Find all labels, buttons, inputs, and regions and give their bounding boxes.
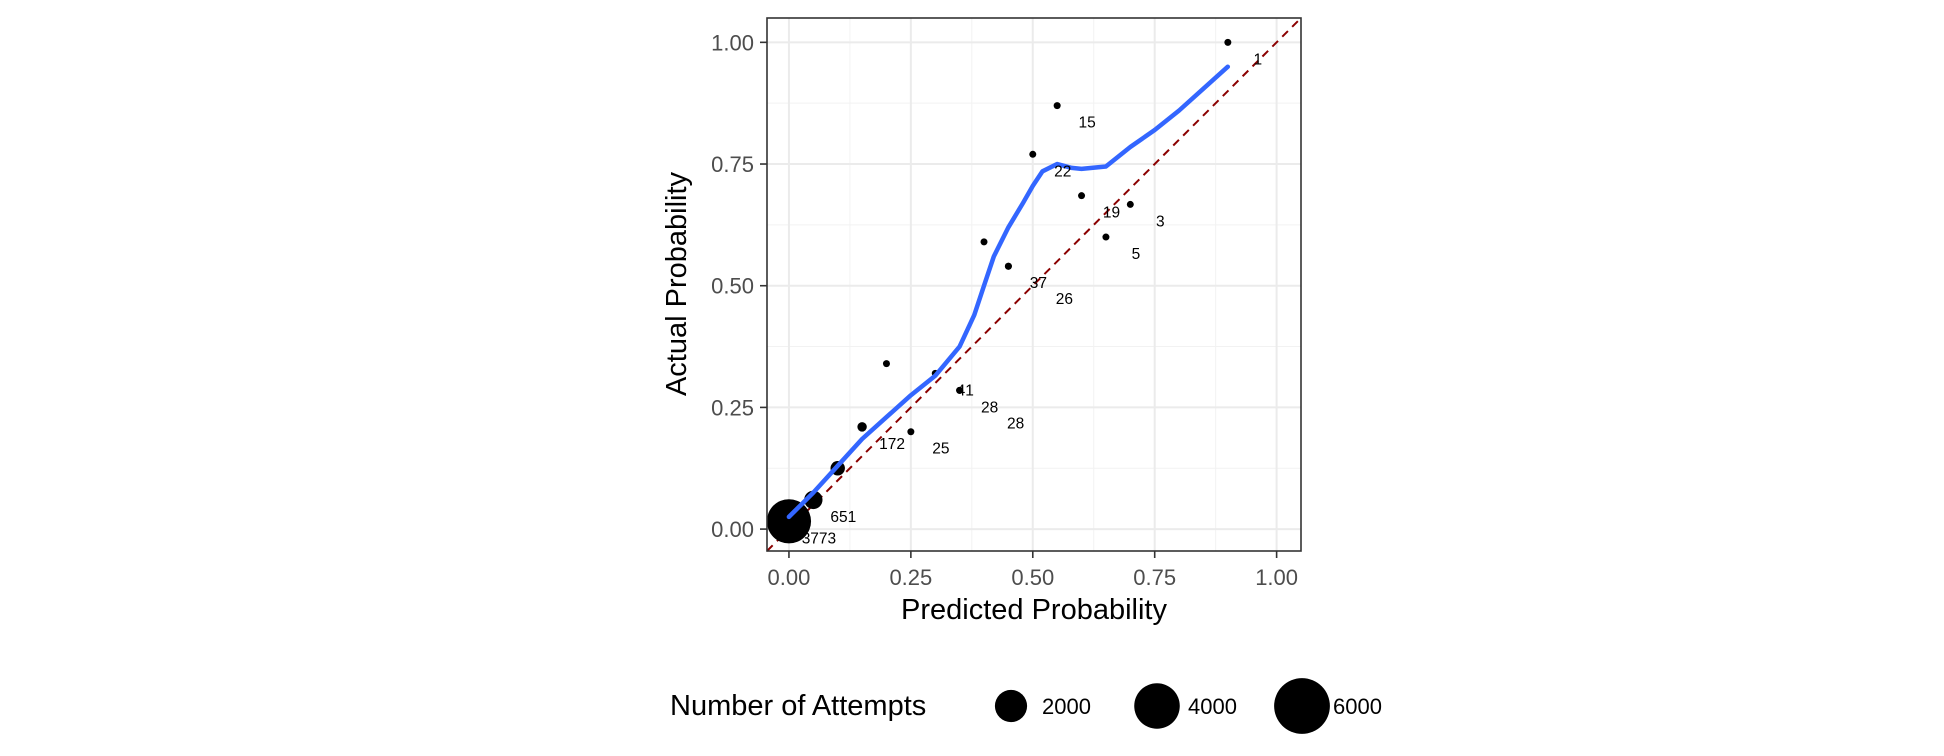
count-label: 41 (957, 382, 974, 399)
count-label: 3 (1156, 213, 1165, 230)
x-tick-label: 0.25 (889, 565, 932, 590)
plot-panel-border (766, 17, 1302, 552)
x-axis-ticks: 0.00 0.25 0.50 0.75 1.00 (768, 551, 1298, 590)
count-label: 37 (1030, 275, 1047, 292)
data-point (956, 386, 964, 394)
y-tick-label: 0.75 (711, 152, 754, 177)
x-tick-label: 1.00 (1255, 565, 1298, 590)
count-label: 3773 (802, 530, 836, 547)
data-point (907, 428, 915, 436)
legend-key (1134, 683, 1180, 729)
y-tick-label: 0.25 (711, 395, 754, 420)
count-label: 26 (1056, 291, 1073, 308)
x-axis-title: Predicted Probability (901, 594, 1167, 626)
count-label: 172 (879, 436, 905, 453)
count-label: 651 (830, 509, 856, 526)
minor-gridlines (767, 18, 1301, 551)
x-tick-label: 0.75 (1133, 565, 1176, 590)
legend-label: 6000 (1333, 694, 1382, 719)
data-point (1126, 200, 1134, 208)
legend-label: 4000 (1188, 694, 1237, 719)
data-point (1078, 192, 1086, 200)
count-label: 5 (1132, 246, 1141, 263)
legend: Number of Attempts 2000 4000 6000 (670, 678, 1382, 734)
legend-key (994, 689, 1028, 723)
x-tick-label: 0.50 (1011, 565, 1054, 590)
data-point (980, 238, 988, 246)
legend-key (1274, 678, 1330, 734)
count-label: 25 (932, 441, 949, 458)
count-label: 28 (981, 399, 998, 416)
data-point (766, 499, 812, 544)
smooth-curve-group (786, 64, 1231, 520)
count-label: 15 (1079, 115, 1096, 132)
x-tick-label: 0.00 (768, 565, 811, 590)
data-point (857, 422, 867, 432)
data-point (882, 360, 890, 368)
count-label: 28 (1007, 415, 1024, 432)
plot-panel (767, 18, 1301, 551)
data-point (1102, 233, 1110, 241)
count-labels: 3773 651 172 25 41 28 28 37 26 22 15 19 53 1 (802, 51, 1262, 547)
data-point (1004, 262, 1012, 270)
y-axis-ticks: 0.00 0.25 0.50 0.75 1.00 (711, 30, 767, 542)
y-axis-title: Actual Probability (661, 171, 693, 396)
legend-label: 2000 (1042, 694, 1091, 719)
y-tick-label: 1.00 (711, 30, 754, 55)
data-point (1053, 102, 1061, 110)
smooth-curve (786, 64, 1231, 520)
count-label: 19 (1103, 205, 1120, 222)
major-gridlines (767, 18, 1301, 551)
count-label: 22 (1054, 163, 1071, 180)
data-point (1224, 38, 1232, 46)
y-tick-label: 0.50 (711, 274, 754, 299)
legend-title: Number of Attempts (670, 690, 926, 722)
count-label: 1 (1254, 51, 1263, 68)
data-point (1029, 150, 1037, 158)
y-tick-label: 0.00 (711, 517, 754, 542)
